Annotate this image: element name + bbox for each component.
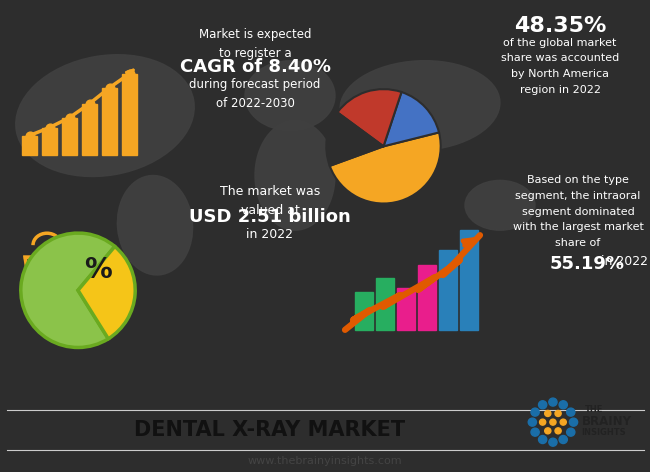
Circle shape: [550, 419, 556, 425]
Circle shape: [567, 428, 575, 436]
Circle shape: [549, 438, 557, 446]
Bar: [102, 88, 117, 155]
Text: THE: THE: [585, 405, 603, 413]
Bar: [376, 278, 394, 330]
Text: in 2022: in 2022: [597, 255, 648, 268]
Point: [124, 70, 135, 77]
Bar: [460, 230, 478, 330]
Bar: [22, 135, 37, 155]
Ellipse shape: [118, 176, 192, 275]
Text: www.thebrainyinsights.com: www.thebrainyinsights.com: [248, 456, 402, 466]
Wedge shape: [330, 133, 441, 203]
Point: [64, 114, 75, 121]
Bar: [82, 104, 97, 155]
Circle shape: [559, 401, 567, 409]
Ellipse shape: [465, 180, 535, 230]
Bar: [62, 118, 77, 155]
Circle shape: [531, 428, 540, 436]
Ellipse shape: [16, 55, 194, 177]
Text: in 2022: in 2022: [246, 228, 294, 241]
Circle shape: [538, 401, 547, 409]
Text: USD 2.51 billion: USD 2.51 billion: [189, 208, 351, 226]
Text: DENTAL X-RAY MARKET: DENTAL X-RAY MARKET: [135, 421, 406, 440]
Text: INSIGHTS: INSIGHTS: [582, 428, 627, 437]
Circle shape: [567, 408, 575, 416]
Circle shape: [560, 419, 566, 425]
Wedge shape: [326, 112, 384, 166]
Text: Market is expected
to register a: Market is expected to register a: [199, 28, 311, 60]
Wedge shape: [337, 89, 402, 146]
Point: [84, 100, 95, 108]
Text: %: %: [84, 256, 112, 284]
Circle shape: [559, 436, 567, 444]
Text: of the global market
share was accounted
by North America
region in 2022: of the global market share was accounted…: [501, 38, 619, 95]
Wedge shape: [78, 246, 135, 339]
Ellipse shape: [255, 120, 335, 230]
Ellipse shape: [340, 61, 500, 151]
Bar: [418, 265, 436, 330]
Text: The market was
valued at: The market was valued at: [220, 185, 320, 218]
Circle shape: [569, 418, 578, 426]
Circle shape: [531, 408, 540, 416]
Text: CAGR of 8.40%: CAGR of 8.40%: [179, 58, 330, 76]
Text: 48.35%: 48.35%: [514, 16, 606, 36]
Bar: [439, 250, 457, 330]
Bar: [42, 127, 57, 155]
Text: 55.19%: 55.19%: [550, 255, 625, 273]
Point: [24, 132, 34, 139]
Bar: [397, 288, 415, 330]
Text: Based on the type
segment, the intraoral
segment dominated
with the largest mark: Based on the type segment, the intraoral…: [513, 176, 644, 248]
Circle shape: [549, 398, 557, 406]
Circle shape: [555, 411, 561, 416]
Bar: [122, 74, 137, 155]
Ellipse shape: [245, 61, 335, 131]
Point: [44, 124, 55, 131]
Wedge shape: [384, 92, 439, 146]
Circle shape: [545, 411, 551, 416]
Text: BRAINY: BRAINY: [582, 414, 632, 428]
Wedge shape: [21, 233, 115, 347]
Ellipse shape: [345, 155, 395, 195]
Bar: [355, 292, 373, 330]
Circle shape: [540, 419, 546, 425]
Circle shape: [545, 428, 551, 434]
Text: during forecast period
of 2022-2030: during forecast period of 2022-2030: [189, 78, 320, 110]
Circle shape: [538, 436, 547, 444]
Circle shape: [528, 418, 536, 426]
Point: [104, 84, 114, 92]
Circle shape: [555, 428, 561, 434]
